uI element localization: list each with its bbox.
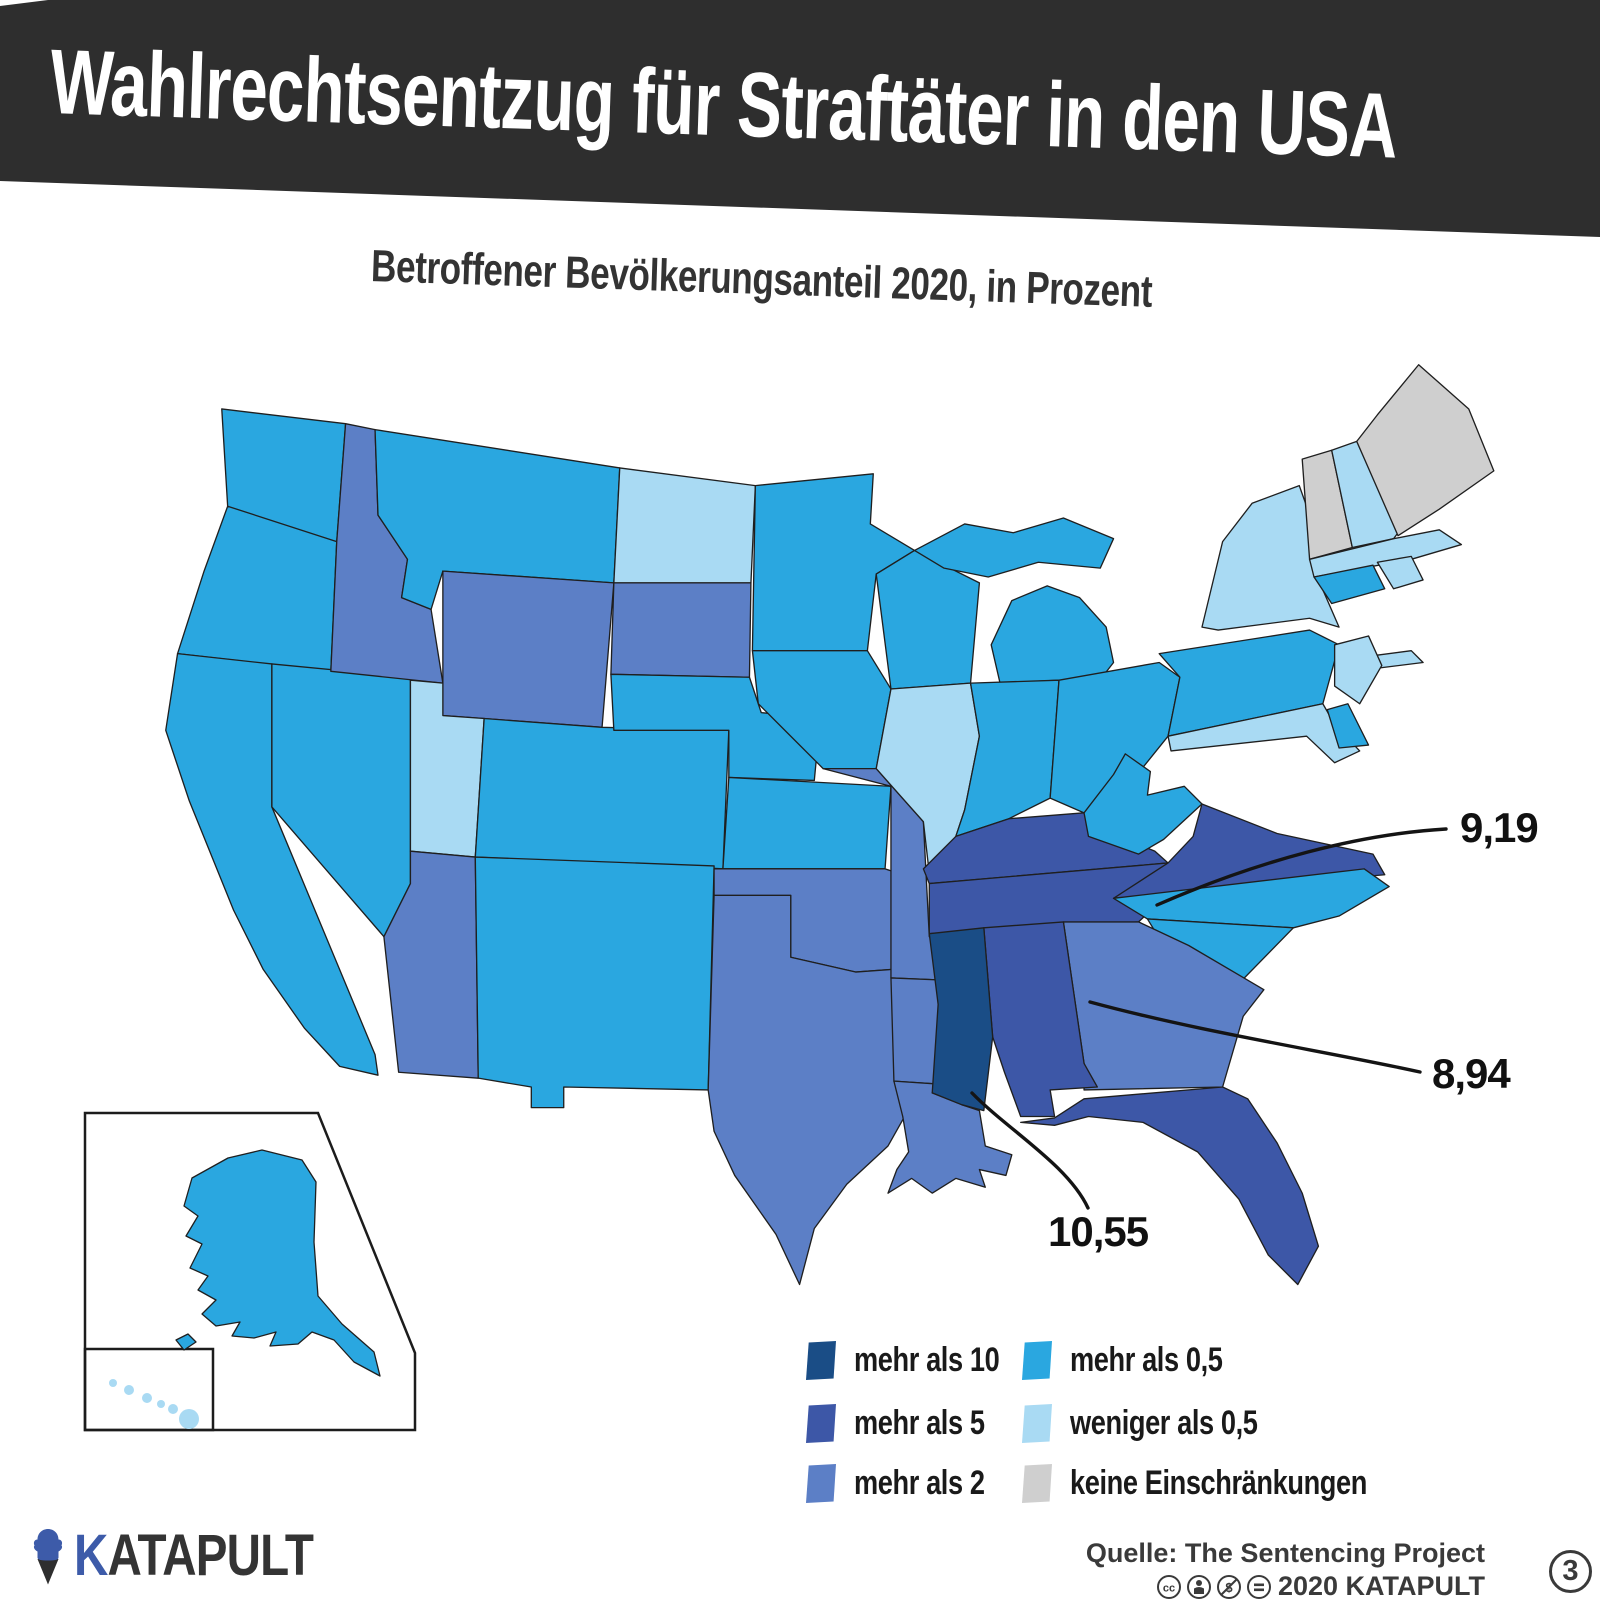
state-michigan-upper — [913, 517, 1115, 578]
state-nebraska — [610, 673, 821, 782]
legend-label-lt05: weniger als 0,5 — [1070, 1404, 1258, 1442]
legend-swatch-gt10 — [806, 1341, 836, 1380]
annotation-alabama-value: 8,94 — [1432, 1050, 1511, 1097]
annotation-mississippi-value: 10,55 — [1048, 1208, 1149, 1255]
state-west-virginia — [1083, 753, 1203, 855]
inset-frame-hawaii — [83, 1347, 215, 1432]
legend-label-gt2: mehr als 2 — [854, 1464, 985, 1502]
state-alaska-island — [175, 1333, 197, 1351]
inset-alaska-hawaii — [83, 1111, 417, 1432]
state-north-dakota — [613, 467, 757, 584]
legend-item-gt10: mehr als 10 — [806, 1341, 1036, 1380]
page-number-badge: 3 — [1549, 1550, 1592, 1593]
legend-label-gt05: mehr als 0,5 — [1070, 1341, 1223, 1379]
state-alabama — [983, 921, 1098, 1118]
katapult-logo: KATAPULT — [30, 1522, 366, 1589]
state-florida — [1020, 1086, 1320, 1286]
logo-wordmark: KATAPULT — [74, 1522, 314, 1589]
logo-k: K — [74, 1523, 108, 1588]
logo-atapult: ATAPULT — [107, 1523, 314, 1588]
cc-by-icon — [1186, 1574, 1211, 1599]
legend-item-gt5: mehr als 5 — [806, 1404, 1017, 1443]
state-south-dakota — [610, 582, 752, 678]
state-texas — [707, 894, 916, 1286]
legend-item-lt05: weniger als 0,5 — [1022, 1404, 1304, 1443]
legend-item-gt2: mehr als 2 — [806, 1464, 1017, 1503]
page-number: 3 — [1562, 1555, 1579, 1587]
license-line: cc $ 2020 KATAPULT — [1086, 1571, 1485, 1602]
state-new-hampshire — [1331, 440, 1399, 549]
legend-swatch-gt5 — [806, 1404, 836, 1443]
annotation-tennessee-value: 9,19 — [1460, 804, 1538, 851]
svg-text:cc: cc — [1163, 1582, 1175, 1594]
state-connecticut — [1313, 564, 1386, 605]
copyright-text: 2020 KATAPULT — [1277, 1571, 1485, 1601]
state-kansas — [722, 776, 892, 870]
state-maryland — [1167, 703, 1361, 764]
state-rhode-island — [1376, 555, 1424, 590]
leader-line-tennessee — [1155, 827, 1448, 907]
state-new-jersey — [1333, 635, 1383, 705]
cc-nd-icon — [1246, 1574, 1271, 1599]
state-mississippi — [928, 927, 994, 1112]
source-block: Quelle: The Sentencing Project cc $ — [1086, 1538, 1485, 1602]
state-wyoming — [442, 570, 615, 729]
state-hawaii — [109, 1379, 199, 1429]
state-maine — [1356, 364, 1495, 537]
source-text: Quelle: The Sentencing Project — [1085, 1538, 1485, 1568]
legend-swatch-none — [1022, 1464, 1052, 1503]
ice-cream-cone-icon — [33, 1528, 63, 1584]
cc-nc-icon: $ — [1216, 1574, 1241, 1599]
cc-icon: cc — [1156, 1574, 1181, 1599]
state-new-mexico — [474, 856, 715, 1109]
state-ohio — [1049, 661, 1181, 814]
legend-label-gt10: mehr als 10 — [854, 1341, 1000, 1379]
legend-swatch-gt05 — [1022, 1341, 1052, 1380]
state-alaska — [183, 1149, 381, 1377]
legend-item-none: keine Einschränkungen — [1022, 1464, 1441, 1503]
cc-license-icons: cc $ — [1156, 1574, 1272, 1600]
legend-item-gt05: mehr als 0,5 — [1022, 1341, 1261, 1380]
legend-swatch-lt05 — [1022, 1404, 1052, 1443]
usa-choropleth-map: 9,19 8,94 10,55 — [83, 364, 1539, 1432]
legend-label-gt5: mehr als 5 — [854, 1404, 985, 1442]
legend-swatch-gt2 — [806, 1464, 836, 1503]
leader-line-alabama — [1088, 1000, 1422, 1074]
state-colorado — [474, 717, 730, 870]
legend-label-none: keine Einschränkungen — [1070, 1464, 1367, 1502]
leader-line-mississippi — [970, 1091, 1090, 1210]
state-delaware — [1326, 703, 1370, 749]
page-subtitle: Betroffener Bevölkerungsanteil 2020, in … — [370, 240, 1153, 317]
